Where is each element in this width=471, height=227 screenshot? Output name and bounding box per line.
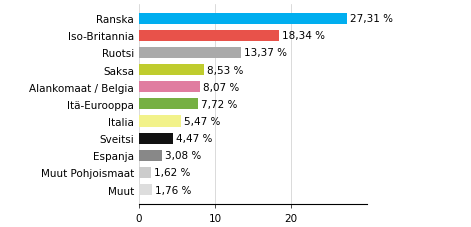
Bar <box>139 184 152 195</box>
Text: 1,76 %: 1,76 % <box>155 185 192 195</box>
Bar <box>139 14 347 25</box>
Bar <box>139 82 200 93</box>
Text: 7,72 %: 7,72 % <box>201 99 237 109</box>
Text: 13,37 %: 13,37 % <box>244 48 287 58</box>
Text: 5,47 %: 5,47 % <box>184 116 220 126</box>
Bar <box>139 133 173 144</box>
Text: 8,07 %: 8,07 % <box>203 82 240 92</box>
Bar <box>139 116 180 127</box>
Text: 4,47 %: 4,47 % <box>176 133 212 143</box>
Text: 3,08 %: 3,08 % <box>165 151 202 160</box>
Bar <box>139 65 204 76</box>
Bar <box>139 167 151 178</box>
Text: 8,53 %: 8,53 % <box>207 65 244 75</box>
Text: 1,62 %: 1,62 % <box>154 168 191 178</box>
Bar <box>139 31 278 42</box>
Text: 27,31 %: 27,31 % <box>350 14 393 24</box>
Text: 18,34 %: 18,34 % <box>282 31 325 41</box>
Bar <box>139 150 162 161</box>
Bar <box>139 48 241 59</box>
Bar <box>139 99 198 110</box>
